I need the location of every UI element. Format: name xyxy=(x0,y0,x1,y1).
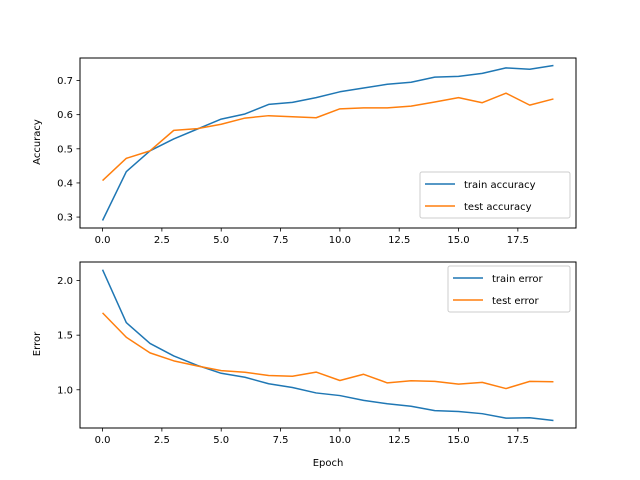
accuracy-y-tick-label-0-6: 0.6 xyxy=(57,110,73,121)
accuracy-x-tick-label-12-5: 12.5 xyxy=(388,235,410,246)
accuracy-y-tick-label-0-3: 0.3 xyxy=(57,213,73,224)
error-x-axis-label: Epoch xyxy=(313,458,344,469)
accuracy-series-line-test-accuracy xyxy=(102,92,554,182)
accuracy-series xyxy=(101,64,554,221)
error-y-tick-label-1-5: 1.5 xyxy=(57,331,73,342)
accuracy-y-tick-label-0-5: 0.5 xyxy=(57,144,73,155)
error-x-tick-label-7-5: 7.5 xyxy=(273,435,289,446)
error-x-tick-label-5-0: 5.0 xyxy=(213,435,229,446)
accuracy-x-tick-label-7-5: 7.5 xyxy=(273,235,289,246)
error-series-line-test-error xyxy=(102,312,554,390)
error-x-tick-label-15-0: 15.0 xyxy=(447,435,469,446)
accuracy-y-tick-label-0-7: 0.7 xyxy=(57,76,73,87)
accuracy-plot-frame xyxy=(79,57,577,229)
error-x-tick-label-2-5: 2.5 xyxy=(154,435,170,446)
error-x-tick-label-10-0: 10.0 xyxy=(329,435,351,446)
error-series xyxy=(101,269,554,422)
error-plot-frame xyxy=(79,261,577,429)
legend-label-train-accuracy: train accuracy xyxy=(464,180,536,191)
error-panel: 0.0 2.5 5.0 7.5 10.0 12.5 15.0 17.5 1.0 1.5 2.0 Er… xyxy=(32,261,577,469)
error-axes: 0.0 2.5 5.0 7.5 10.0 12.5 15.0 17.5 1.0 1.5 2.0 xyxy=(57,261,577,446)
error-x-tick-label-17-5: 17.5 xyxy=(507,435,529,446)
accuracy-series-line-train-accuracy xyxy=(101,64,554,221)
accuracy-y-axis-label: Accuracy xyxy=(32,119,43,165)
accuracy-y-tick-label-0-4: 0.4 xyxy=(57,178,73,189)
accuracy-legend: train accuracy test accuracy xyxy=(419,171,571,219)
legend-label-train-error: train error xyxy=(492,274,544,285)
accuracy-legend-box xyxy=(419,171,571,219)
error-x-tick-label-12-5: 12.5 xyxy=(388,435,410,446)
accuracy-x-tick-label-15-0: 15.0 xyxy=(447,235,469,246)
legend-label-test-error: test error xyxy=(492,296,539,307)
accuracy-x-tick-label-10-0: 10.0 xyxy=(329,235,351,246)
accuracy-axes: 0.0 2.5 5.0 7.5 10.0 12.5 15.0 17.5 0.3 0.4 0.5 0.6… xyxy=(57,57,577,246)
legend-label-test-accuracy: test accuracy xyxy=(464,202,532,213)
error-y-axis-label: Error xyxy=(32,331,43,356)
error-x-tick-label-0-0: 0.0 xyxy=(95,435,111,446)
accuracy-x-tick-label-2-5: 2.5 xyxy=(154,235,170,246)
error-legend: train error test error xyxy=(447,265,571,313)
error-y-tick-label-2-0: 2.0 xyxy=(57,276,73,287)
accuracy-x-tick-label-17-5: 17.5 xyxy=(507,235,529,246)
accuracy-x-tick-label-5-0: 5.0 xyxy=(213,235,229,246)
accuracy-panel: 0.0 2.5 5.0 7.5 10.0 12.5 15.0 17.5 0.3 0.4 0.5 0.6… xyxy=(32,57,577,246)
error-y-tick-label-1-0: 1.0 xyxy=(57,385,73,396)
accuracy-x-tick-label-0-0: 0.0 xyxy=(95,235,111,246)
error-series-line-train-error xyxy=(101,269,554,422)
